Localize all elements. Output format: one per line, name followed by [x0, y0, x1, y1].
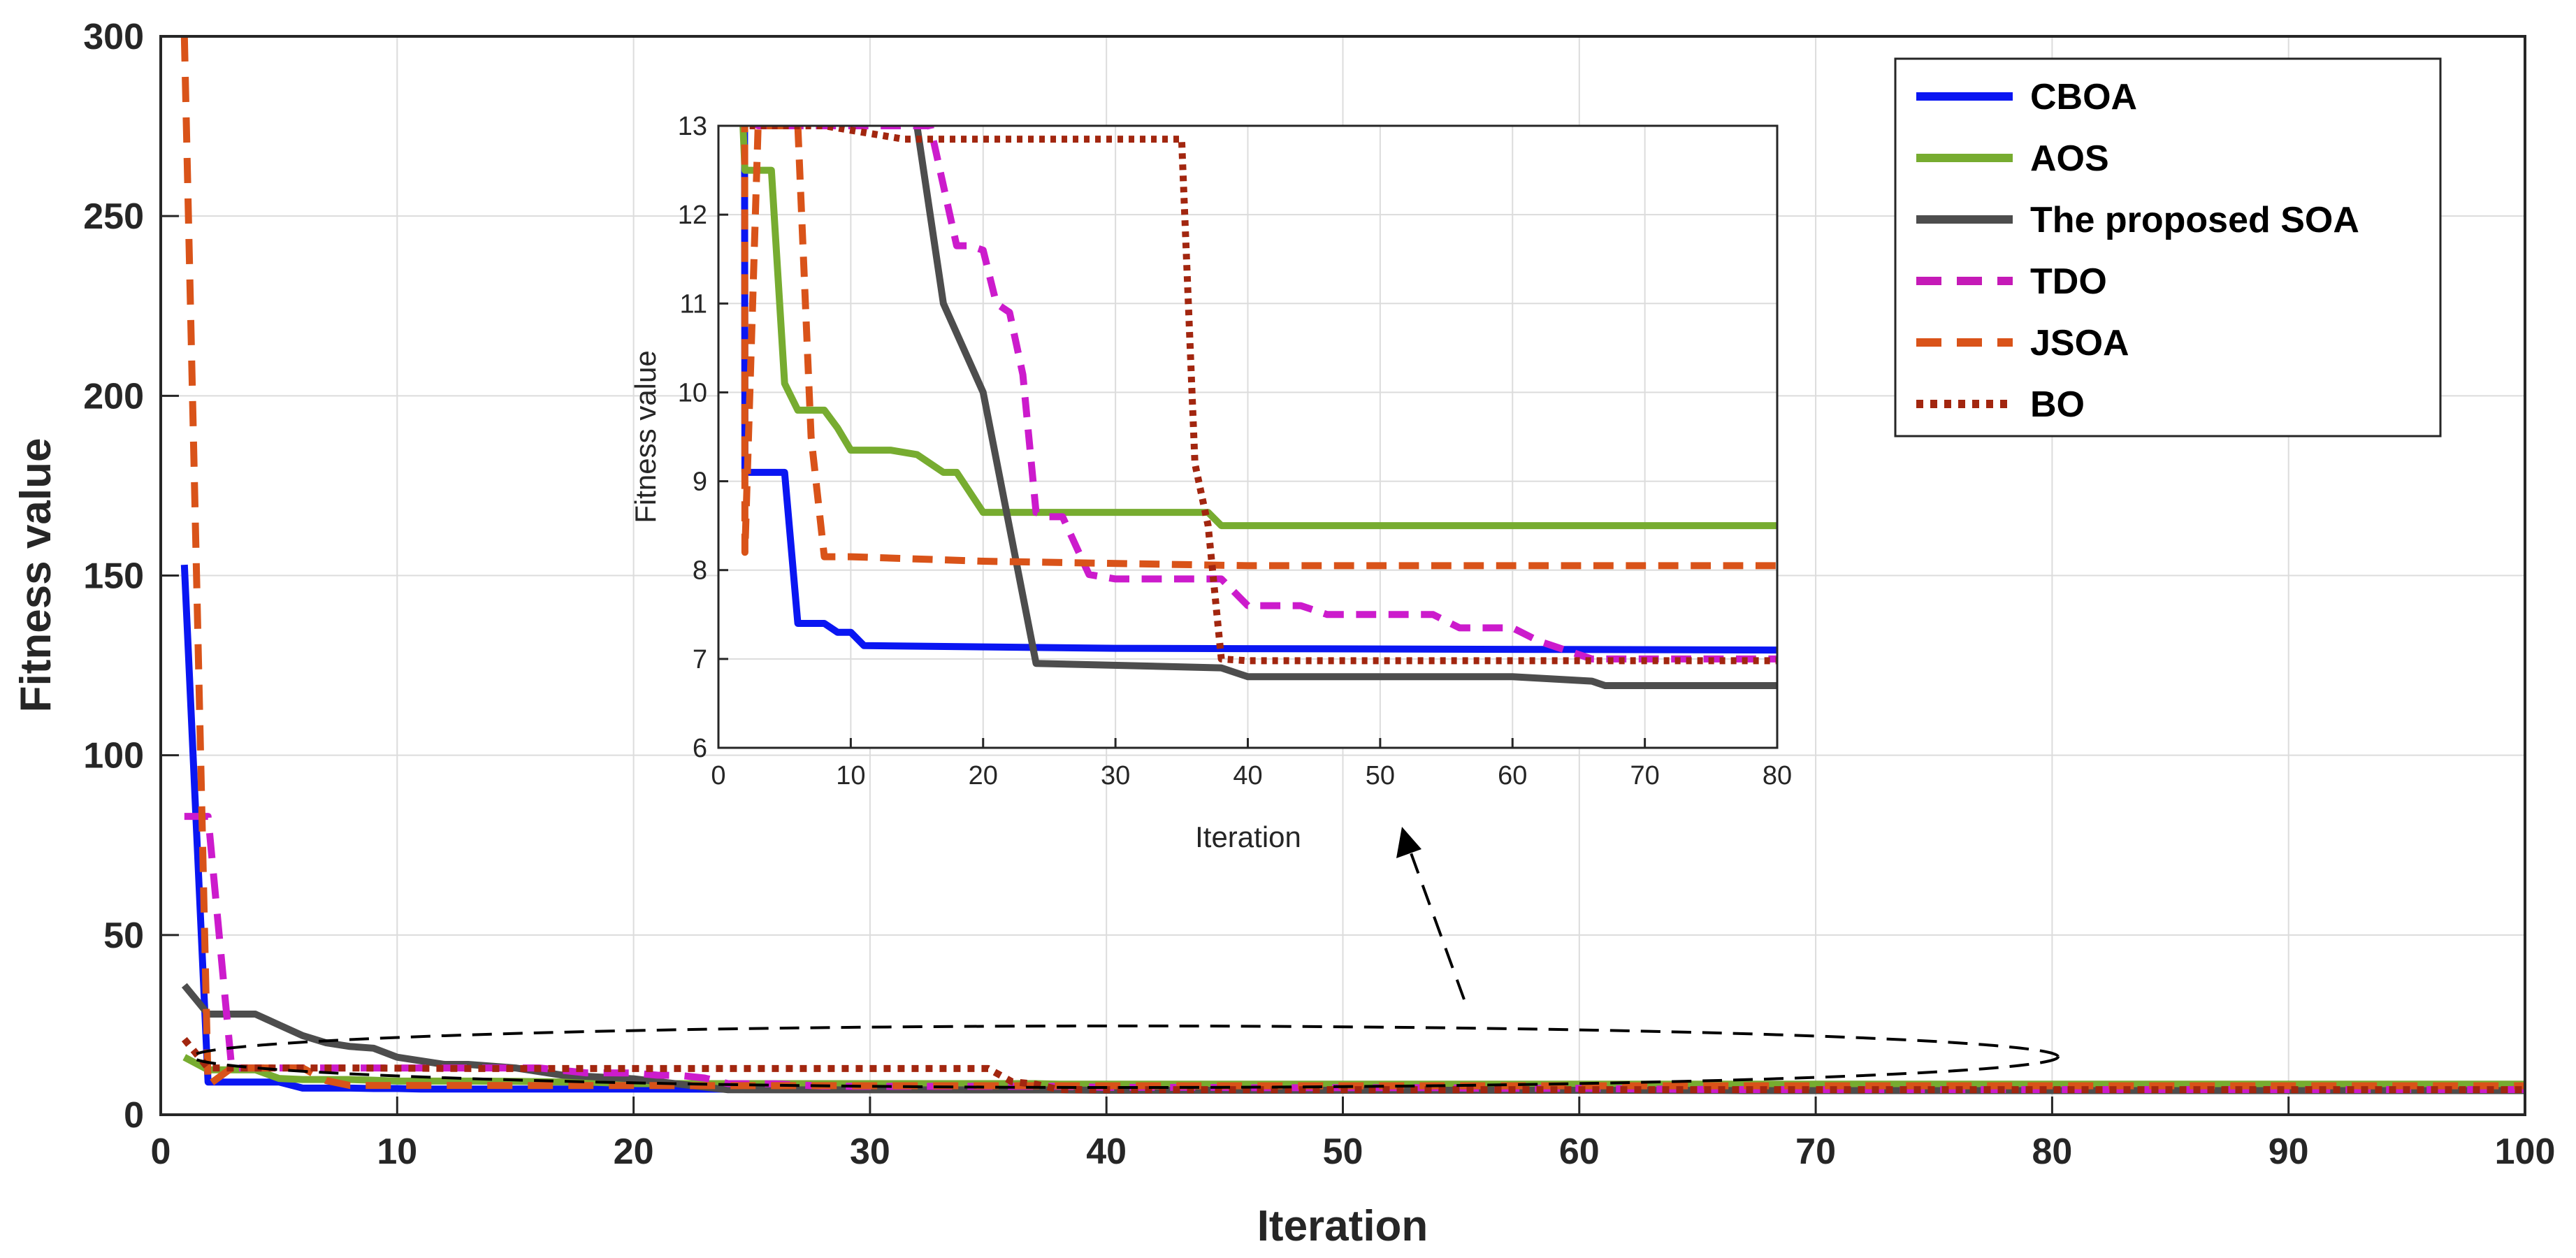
main-x-tick-label: 0: [151, 1132, 171, 1172]
main-y-axis-label: Fitness value: [12, 438, 60, 713]
main-y-tick-label: 250: [83, 196, 144, 237]
main-x-tick-label: 30: [850, 1132, 890, 1172]
legend-label-tdo: TDO: [2030, 261, 2107, 302]
inset-series-aos: [739, 126, 1777, 530]
inset-y-tick-label: 7: [693, 645, 707, 674]
main-x-tick-label: 40: [1086, 1132, 1127, 1172]
main-series-the-proposed-soa: [181, 983, 2525, 1094]
main-x-tick-label: 70: [1795, 1132, 1836, 1172]
inset-x-tick-label: 30: [1101, 761, 1130, 790]
inset-y-tick-label: 13: [678, 112, 707, 141]
legend: CBOA AOS The proposed SOA TDO JSOA BO: [1894, 57, 2442, 438]
main-x-tick-label: 60: [1559, 1132, 1600, 1172]
main-series-tdo: [184, 813, 2525, 1093]
main-x-tick-label: 10: [377, 1132, 417, 1172]
inset-y-axis-label: Fitness value: [629, 350, 662, 523]
inset-y-tick-label: 9: [693, 468, 707, 497]
main-x-tick-label: 100: [2495, 1132, 2556, 1172]
main-x-tick-label: 80: [2032, 1132, 2072, 1172]
inset-x-tick-label: 10: [836, 761, 865, 790]
legend-label-jsoa: JSOA: [2030, 323, 2129, 363]
main-y-tick-label: 300: [83, 17, 144, 57]
inset-x-tick-label: 80: [1763, 761, 1792, 790]
main-x-tick-label: 90: [2269, 1132, 2309, 1172]
inset-y-tick-label: 8: [693, 556, 707, 586]
inset-series-tdo: [754, 126, 1777, 663]
main-y-tick-label: 200: [83, 376, 144, 417]
inset-y-tick-label: 6: [693, 734, 707, 763]
inset-y-tick-label: 11: [680, 289, 707, 319]
zoom-arrow-head: [1396, 827, 1421, 858]
inset-series-cboa: [741, 126, 1777, 654]
inset-series-group: [739, 126, 1777, 689]
inset-y-tick-label: 12: [678, 201, 707, 230]
inset-x-tick-label: 20: [969, 761, 998, 790]
main-y-tick-label: 150: [83, 556, 144, 597]
main-series-bo: [181, 1036, 2525, 1094]
main-y-tick-label: 50: [103, 916, 144, 956]
inset-x-axis-label: Iteration: [1195, 820, 1301, 853]
zoom-region-ellipse: [191, 1025, 2060, 1089]
legend-label-the-proposed-soa: The proposed SOA: [2030, 200, 2359, 240]
zoom-arrow: [1409, 851, 1466, 1000]
inset-tick-labels: 0 10 20 30 40 50 60 70 80 6 7 8 9 10 11 12 13: [678, 112, 1792, 790]
main-series-group: [180, 36, 2525, 1094]
inset-y-tick-label: 10: [678, 378, 707, 407]
legend-label-aos: AOS: [2030, 138, 2109, 179]
main-y-tick-label: 100: [83, 736, 144, 776]
inset-series-jsoa: [741, 126, 1777, 570]
legend-label-cboa: CBOA: [2030, 77, 2137, 117]
inset-x-tick-label: 60: [1498, 761, 1527, 790]
main-x-tick-label: 20: [614, 1132, 654, 1172]
inset-x-tick-label: 0: [711, 761, 725, 790]
main-y-tick-label: 0: [124, 1095, 144, 1136]
inset-x-tick-label: 50: [1366, 761, 1395, 790]
inset-series-bo: [741, 126, 1777, 665]
legend-box: [1894, 57, 2442, 438]
inset-x-tick-label: 40: [1233, 761, 1262, 790]
main-x-axis-label: Iteration: [1257, 1202, 1428, 1250]
main-x-tick-label: 50: [1323, 1132, 1363, 1172]
inset-series-the-proposed-soa: [913, 126, 1777, 689]
inset-x-tick-label: 70: [1630, 761, 1659, 790]
legend-label-bo: BO: [2030, 384, 2085, 425]
